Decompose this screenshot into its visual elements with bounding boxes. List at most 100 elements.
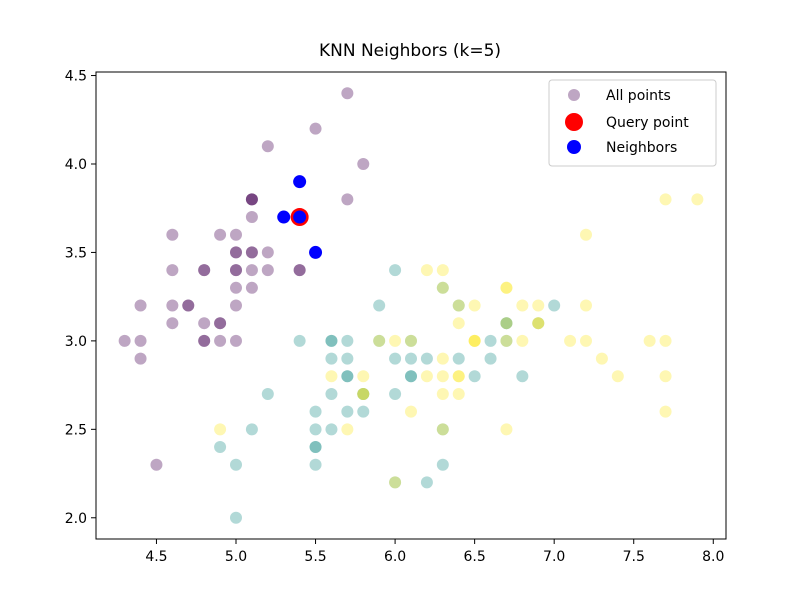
data-point xyxy=(500,334,513,347)
x-tick-label: 6.0 xyxy=(384,549,406,565)
data-point xyxy=(341,370,354,383)
data-point xyxy=(436,264,449,277)
y-tick-label: 4.0 xyxy=(65,157,87,173)
x-tick-label: 4.5 xyxy=(145,549,167,565)
data-point xyxy=(452,387,465,400)
y-tick-label: 2.5 xyxy=(65,422,87,438)
data-point xyxy=(245,246,258,259)
data-point xyxy=(452,370,465,383)
data-point xyxy=(245,193,258,206)
neighbor-point-marker xyxy=(309,245,323,259)
data-point xyxy=(611,370,624,383)
data-point xyxy=(166,317,179,330)
data-point xyxy=(500,334,513,347)
data-point xyxy=(436,281,449,294)
data-point xyxy=(532,317,545,330)
data-point xyxy=(436,352,449,365)
data-point xyxy=(198,264,211,277)
legend-marker-all-points xyxy=(568,89,580,101)
data-point xyxy=(452,299,465,312)
y-tick-label: 4.5 xyxy=(65,69,87,85)
legend-label-all-points: All points xyxy=(606,88,671,104)
data-point xyxy=(389,387,402,400)
legend-marker-neighbors xyxy=(567,140,581,154)
data-point xyxy=(357,387,370,400)
data-point xyxy=(373,334,386,347)
data-point xyxy=(516,334,529,347)
data-point xyxy=(341,370,354,383)
y-tick-label: 2.0 xyxy=(65,511,87,527)
data-point xyxy=(325,370,338,383)
data-point xyxy=(309,441,322,454)
legend-box xyxy=(548,79,717,167)
data-point xyxy=(261,140,274,153)
data-point xyxy=(532,317,545,330)
x-tick-label: 6.5 xyxy=(464,549,486,565)
data-point xyxy=(214,441,227,454)
data-point xyxy=(452,299,465,312)
data-point xyxy=(516,299,529,312)
data-point xyxy=(436,387,449,400)
data-point xyxy=(659,193,672,206)
data-point xyxy=(198,317,211,330)
y-tick-label: 3.5 xyxy=(65,245,87,261)
data-point xyxy=(134,352,147,365)
data-point xyxy=(373,334,386,347)
data-point xyxy=(293,264,306,277)
data-point xyxy=(389,476,402,489)
data-point xyxy=(214,228,227,241)
data-point xyxy=(230,246,242,259)
data-point xyxy=(532,317,545,330)
neighbor-point-marker xyxy=(293,175,307,189)
data-point xyxy=(405,405,417,418)
data-point xyxy=(309,423,322,436)
data-point xyxy=(230,281,242,294)
data-point xyxy=(230,228,242,241)
data-point xyxy=(405,334,417,347)
data-point xyxy=(214,317,227,330)
data-point xyxy=(420,264,433,277)
chart-title: KNN Neighbors (k=5) xyxy=(319,41,501,61)
neighbor-point-marker xyxy=(277,210,291,224)
data-point xyxy=(325,334,338,347)
data-point xyxy=(309,122,322,135)
data-point xyxy=(691,193,704,206)
data-point xyxy=(230,334,242,347)
x-tick-label: 7.5 xyxy=(623,549,645,565)
data-point xyxy=(595,352,608,365)
data-point xyxy=(325,334,338,347)
data-point xyxy=(389,352,402,365)
data-point xyxy=(261,246,274,259)
data-point xyxy=(198,334,211,347)
y-tick-label: 3.0 xyxy=(65,334,87,350)
data-point xyxy=(230,299,242,312)
data-point xyxy=(341,352,354,365)
legend-label-query-point: Query point xyxy=(606,115,689,131)
data-point xyxy=(230,264,242,277)
data-point xyxy=(436,423,449,436)
x-tick-label: 7.0 xyxy=(543,549,565,565)
data-point xyxy=(357,157,370,170)
data-point xyxy=(261,264,274,277)
data-point xyxy=(245,264,258,277)
x-tick-label: 5.0 xyxy=(225,549,247,565)
data-point xyxy=(245,193,258,206)
plot-area-frame xyxy=(95,71,727,540)
data-point xyxy=(405,370,417,383)
data-point xyxy=(293,264,306,277)
data-point xyxy=(468,334,481,347)
neighbor-point-marker xyxy=(293,210,307,224)
data-point xyxy=(484,352,497,365)
data-point xyxy=(357,387,370,400)
data-point xyxy=(659,370,672,383)
data-point xyxy=(643,334,656,347)
data-point xyxy=(468,299,481,312)
data-point xyxy=(436,423,449,436)
data-point xyxy=(436,281,449,294)
data-point xyxy=(325,423,338,436)
data-point xyxy=(580,299,592,312)
data-point xyxy=(230,264,242,277)
data-point xyxy=(357,387,370,400)
